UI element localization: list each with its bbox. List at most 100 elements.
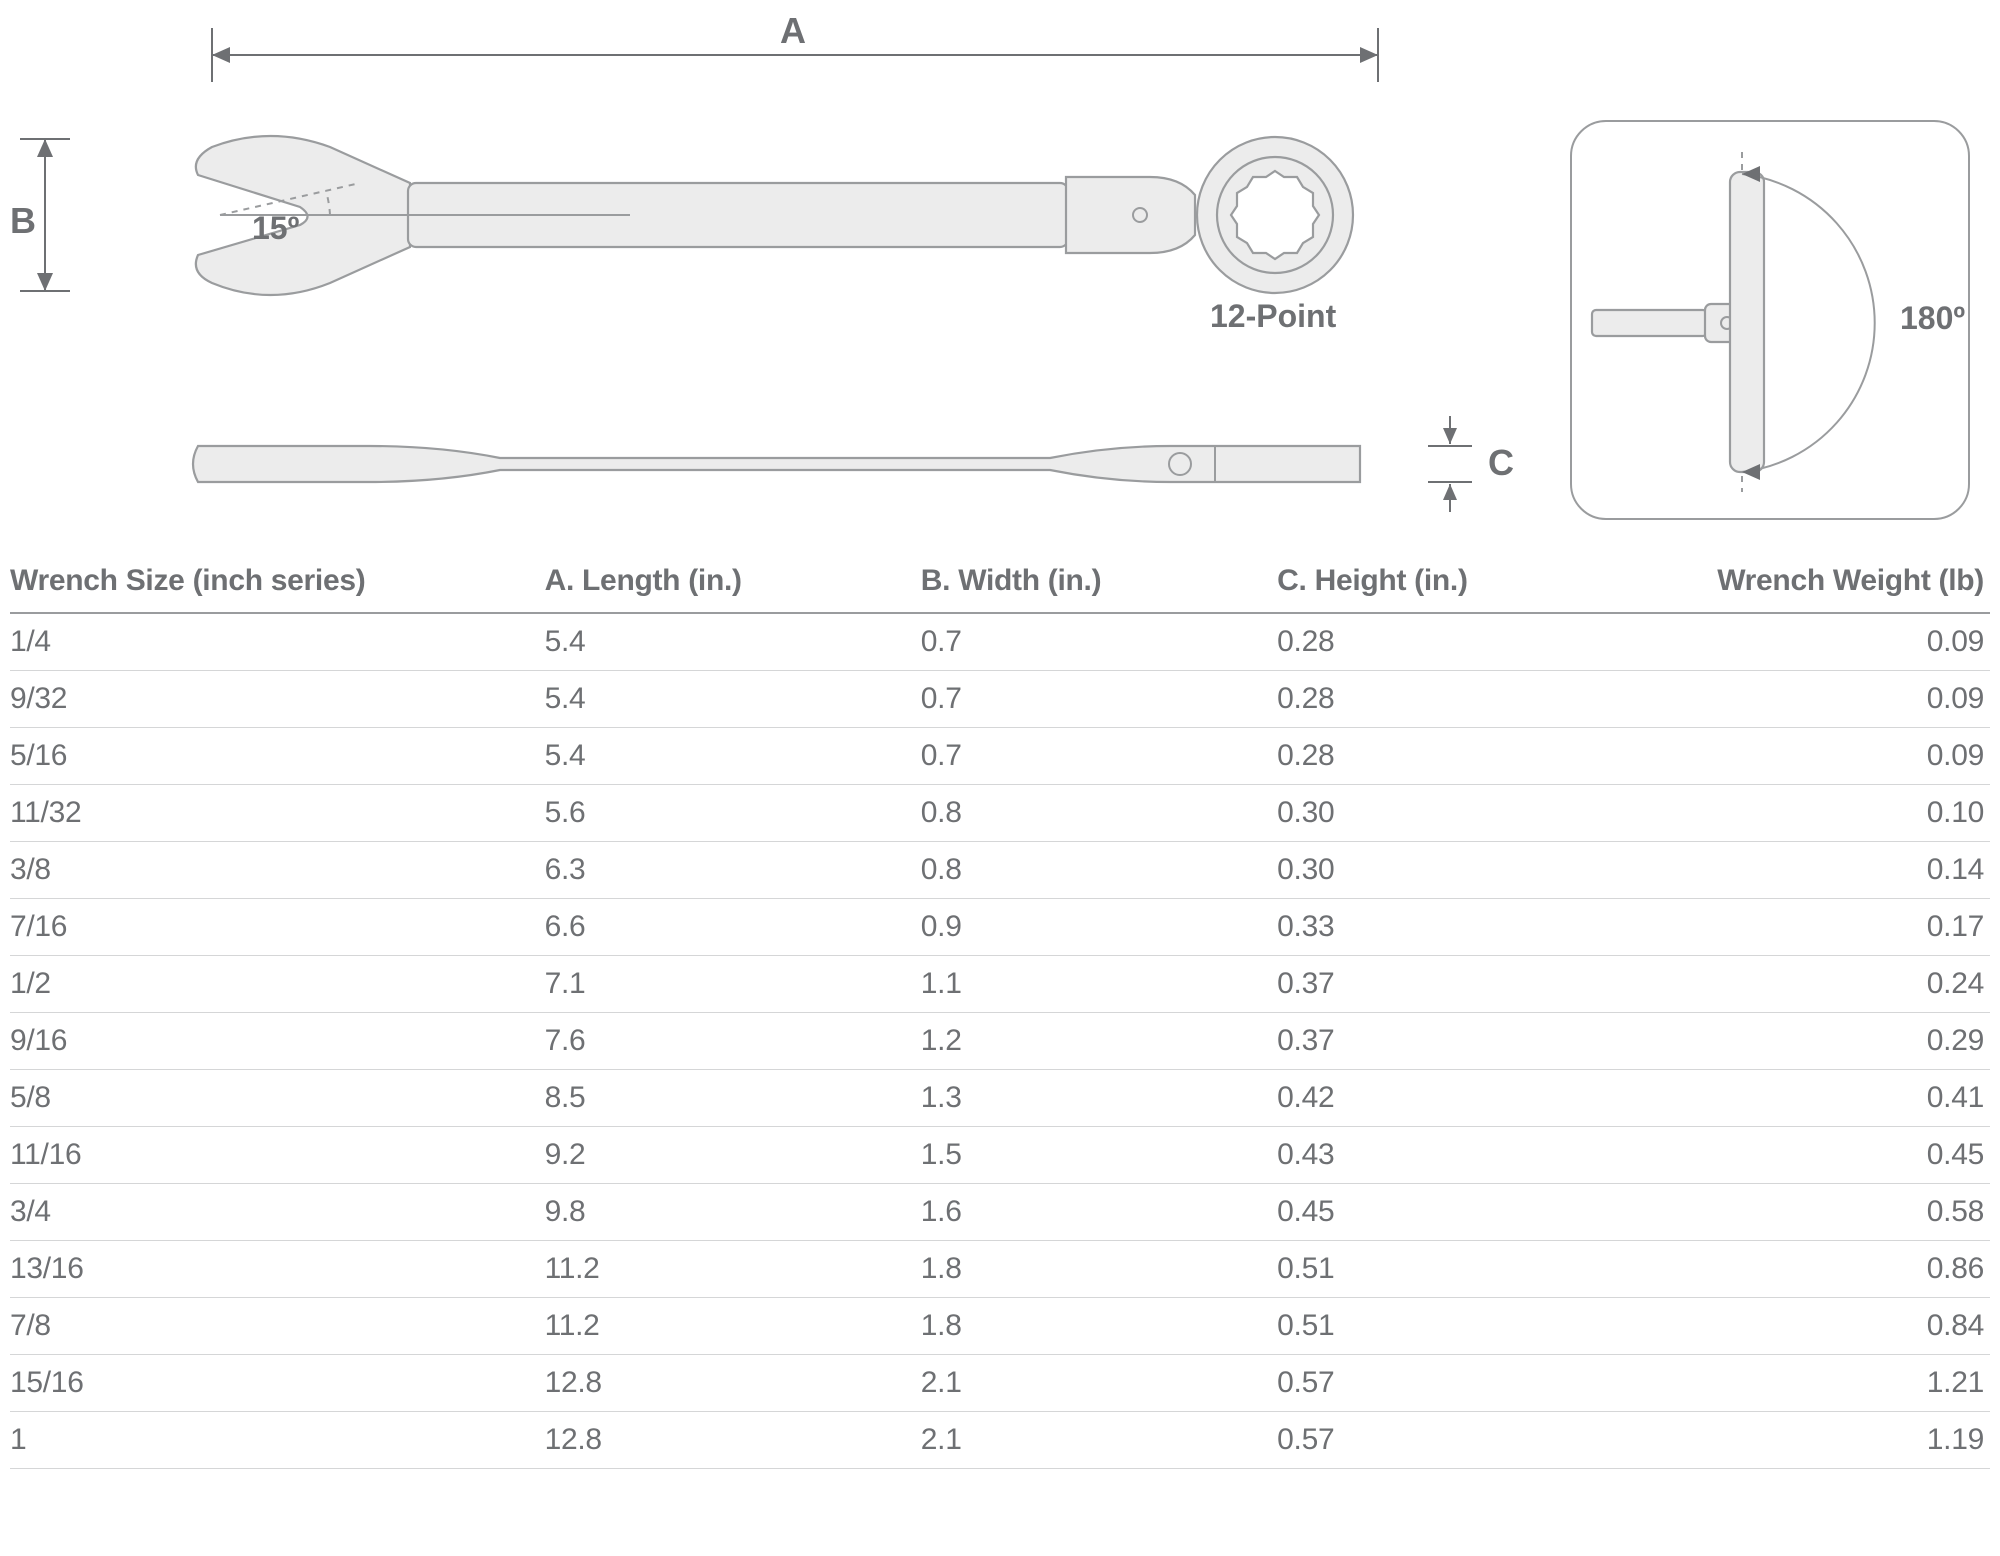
wrench-top-view: [180, 125, 1410, 315]
table-cell: 3/8: [10, 842, 545, 899]
table-cell: 7.6: [545, 1013, 921, 1070]
table-cell: 0.84: [1653, 1298, 1990, 1355]
table-cell: 11.2: [545, 1298, 921, 1355]
table-cell: 1.21: [1653, 1355, 1990, 1412]
table-row: 1/27.11.10.370.24: [10, 956, 1990, 1013]
table-row: 112.82.10.571.19: [10, 1412, 1990, 1469]
table-cell: 12.8: [545, 1355, 921, 1412]
table-cell: 5.4: [545, 728, 921, 785]
table-header-row: Wrench Size (inch series) A. Length (in.…: [10, 550, 1990, 613]
table-cell: 0.28: [1277, 728, 1653, 785]
table-cell: 0.17: [1653, 899, 1990, 956]
table-cell: 0.37: [1277, 956, 1653, 1013]
table-cell: 5/16: [10, 728, 545, 785]
table-cell: 0.09: [1653, 613, 1990, 671]
table-cell: 0.45: [1277, 1184, 1653, 1241]
dim-a-label: A: [780, 10, 806, 52]
table-row: 9/167.61.20.370.29: [10, 1013, 1990, 1070]
table-cell: 0.86: [1653, 1241, 1990, 1298]
table-cell: 0.14: [1653, 842, 1990, 899]
table-cell: 0.51: [1277, 1298, 1653, 1355]
table-cell: 3/4: [10, 1184, 545, 1241]
table-row: 1/45.40.70.280.09: [10, 613, 1990, 671]
table-cell: 15/16: [10, 1355, 545, 1412]
col-header-height: C. Height (in.): [1277, 550, 1653, 613]
table-row: 11/169.21.50.430.45: [10, 1127, 1990, 1184]
table-row: 5/88.51.30.420.41: [10, 1070, 1990, 1127]
table-cell: 2.1: [921, 1412, 1277, 1469]
table-cell: 0.24: [1653, 956, 1990, 1013]
table-cell: 0.57: [1277, 1355, 1653, 1412]
table-row: 11/325.60.80.300.10: [10, 785, 1990, 842]
table-cell: 1.19: [1653, 1412, 1990, 1469]
table-cell: 1.8: [921, 1298, 1277, 1355]
table-cell: 11/16: [10, 1127, 545, 1184]
col-header-length: A. Length (in.): [545, 550, 921, 613]
dim-c-line: [1420, 410, 1480, 520]
table-cell: 8.5: [545, 1070, 921, 1127]
table-cell: 7.1: [545, 956, 921, 1013]
table-cell: 5.4: [545, 613, 921, 671]
table-cell: 0.57: [1277, 1412, 1653, 1469]
dim-b-label: B: [10, 200, 36, 242]
table-cell: 0.28: [1277, 671, 1653, 728]
table-cell: 0.7: [921, 728, 1277, 785]
table-cell: 1.2: [921, 1013, 1277, 1070]
table-cell: 1/4: [10, 613, 545, 671]
table-cell: 0.8: [921, 785, 1277, 842]
table-cell: 1: [10, 1412, 545, 1469]
table-row: 3/86.30.80.300.14: [10, 842, 1990, 899]
table-cell: 9/32: [10, 671, 545, 728]
table-cell: 1.3: [921, 1070, 1277, 1127]
table-cell: 5/8: [10, 1070, 545, 1127]
table-row: 15/1612.82.10.571.21: [10, 1355, 1990, 1412]
table-cell: 1.5: [921, 1127, 1277, 1184]
table-row: 13/1611.21.80.510.86: [10, 1241, 1990, 1298]
table-row: 7/166.60.90.330.17: [10, 899, 1990, 956]
table-cell: 1.6: [921, 1184, 1277, 1241]
open-end-angle-label: 15º: [252, 210, 299, 247]
table-cell: 0.41: [1653, 1070, 1990, 1127]
wrench-side-view: [180, 430, 1410, 500]
table-cell: 11.2: [545, 1241, 921, 1298]
dim-c-label: C: [1488, 442, 1514, 484]
table-cell: 13/16: [10, 1241, 545, 1298]
table-cell: 1/2: [10, 956, 545, 1013]
table-cell: 5.4: [545, 671, 921, 728]
table-cell: 0.42: [1277, 1070, 1653, 1127]
col-header-width: B. Width (in.): [921, 550, 1277, 613]
col-header-weight: Wrench Weight (lb): [1653, 550, 1990, 613]
table-cell: 12.8: [545, 1412, 921, 1469]
table-cell: 9.2: [545, 1127, 921, 1184]
box-end-label: 12-Point: [1210, 298, 1336, 335]
table-cell: 0.8: [921, 842, 1277, 899]
table-cell: 7/16: [10, 899, 545, 956]
diagram-area: A B: [10, 10, 1990, 550]
table-cell: 2.1: [921, 1355, 1277, 1412]
table-cell: 5.6: [545, 785, 921, 842]
table-cell: 0.58: [1653, 1184, 1990, 1241]
table-row: 7/811.21.80.510.84: [10, 1298, 1990, 1355]
table-cell: 7/8: [10, 1298, 545, 1355]
table-cell: 0.28: [1277, 613, 1653, 671]
table-cell: 6.6: [545, 899, 921, 956]
table-cell: 9/16: [10, 1013, 545, 1070]
table-row: 5/165.40.70.280.09: [10, 728, 1990, 785]
spec-table: Wrench Size (inch series) A. Length (in.…: [10, 550, 1990, 1469]
flex-angle-label: 180º: [1900, 300, 1965, 337]
table-cell: 0.30: [1277, 842, 1653, 899]
table-cell: 0.10: [1653, 785, 1990, 842]
table-cell: 0.51: [1277, 1241, 1653, 1298]
table-cell: 0.9: [921, 899, 1277, 956]
table-cell: 0.37: [1277, 1013, 1653, 1070]
table-cell: 0.09: [1653, 728, 1990, 785]
table-cell: 0.45: [1653, 1127, 1990, 1184]
table-cell: 0.7: [921, 671, 1277, 728]
table-row: 3/49.81.60.450.58: [10, 1184, 1990, 1241]
table-cell: 0.33: [1277, 899, 1653, 956]
table-cell: 0.29: [1653, 1013, 1990, 1070]
col-header-size: Wrench Size (inch series): [10, 550, 545, 613]
table-cell: 6.3: [545, 842, 921, 899]
table-cell: 9.8: [545, 1184, 921, 1241]
table-cell: 0.30: [1277, 785, 1653, 842]
